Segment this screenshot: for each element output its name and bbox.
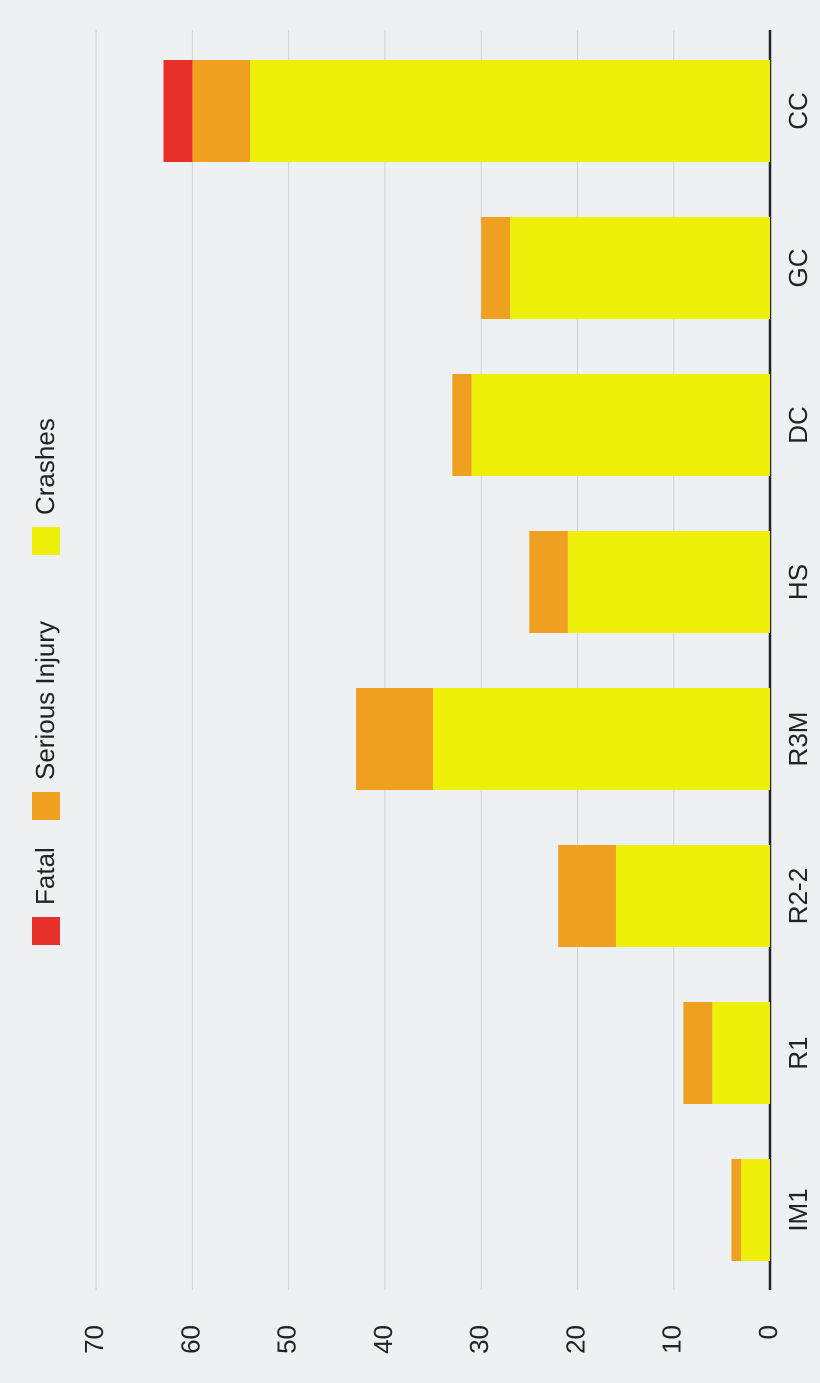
- rotated-chart: 0 10 20 30 40 50 60 70 IM1 R1 R2-2 R3M HS DC GC CC Fatal…: [30, 30, 813, 1354]
- bar-segment: [250, 60, 771, 162]
- bar-segment: [433, 688, 770, 790]
- bar-segment: [529, 531, 568, 633]
- bar-segment: [731, 1159, 742, 1261]
- y-tick-label: 0: [753, 1325, 783, 1339]
- bar-segment: [452, 374, 472, 476]
- bar-segment: [471, 374, 770, 476]
- bar-segment: [712, 1002, 770, 1104]
- y-tick-label: 70: [79, 1325, 109, 1354]
- y-tick-label: 30: [464, 1325, 494, 1354]
- y-tick-label: 60: [175, 1325, 205, 1354]
- legend-label: Crashes: [30, 418, 60, 515]
- bar-segment: [567, 531, 771, 633]
- bar-segment: [192, 60, 251, 162]
- bar-segment: [481, 217, 511, 319]
- bar-segment: [163, 60, 193, 162]
- bar-segment: [558, 845, 616, 947]
- x-tick-label: GC: [783, 249, 813, 288]
- x-tick-label: R1: [783, 1036, 813, 1069]
- x-tick-label: CC: [783, 92, 813, 130]
- x-tick-label: R2-2: [783, 868, 813, 924]
- bar-segment: [510, 217, 770, 319]
- bar-segment: [683, 1002, 713, 1104]
- legend-label: Serious Injury: [30, 621, 60, 780]
- bar-segment: [356, 688, 434, 790]
- x-tick-label: HS: [783, 564, 813, 600]
- bar-segment: [615, 845, 770, 947]
- x-tick-label: DC: [783, 406, 813, 444]
- y-tick-label: 40: [368, 1325, 398, 1354]
- x-tick-label: IM1: [783, 1188, 813, 1231]
- x-tick-label: R3M: [783, 712, 813, 767]
- y-tick-label: 50: [272, 1325, 302, 1354]
- legend-swatch: [32, 917, 60, 945]
- y-tick-label: 20: [560, 1325, 590, 1354]
- y-tick-label: 10: [657, 1325, 687, 1354]
- legend-swatch: [32, 792, 60, 820]
- legend-label: Fatal: [30, 847, 60, 905]
- bar-segment: [741, 1159, 770, 1261]
- legend-swatch: [32, 527, 60, 555]
